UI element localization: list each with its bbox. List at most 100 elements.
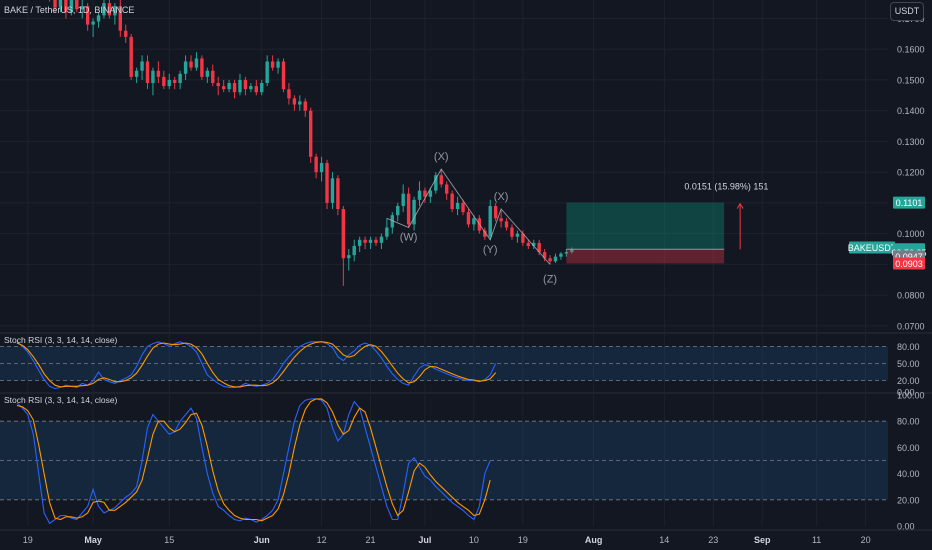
price-label: BAKEUSDT: [848, 243, 897, 253]
candle-body: [64, 0, 68, 13]
candle-body: [412, 199, 416, 225]
candle-body: [510, 227, 514, 237]
candle-body: [183, 61, 188, 74]
candle-body: [265, 61, 269, 83]
candle-body: [69, 0, 74, 13]
price-tick-label: 0.0800: [897, 291, 925, 301]
stoch-tick-label: 80.00: [897, 342, 920, 352]
candle-body: [173, 79, 177, 83]
time-tick-label: 11: [812, 535, 821, 545]
currency-button[interactable]: USDT: [890, 2, 924, 21]
candle-body: [156, 70, 161, 77]
candle-body: [537, 242, 541, 253]
candle-body: [221, 86, 226, 90]
candle-body: [276, 61, 280, 68]
candle-body: [401, 193, 405, 206]
time-tick-label: Aug: [585, 535, 603, 545]
price-label: 0.1101: [896, 198, 923, 208]
profit-zone: [566, 202, 725, 250]
candle-body: [292, 98, 297, 105]
candle-body: [439, 175, 443, 185]
target-arrow-head: [736, 202, 744, 209]
candle-body: [303, 101, 307, 111]
price-tick-label: 0.1500: [897, 75, 925, 85]
candle-body: [357, 239, 362, 246]
candle-body: [434, 175, 438, 191]
candle-body: [368, 239, 373, 243]
candle-body: [504, 221, 509, 228]
candle-body: [532, 242, 536, 246]
candle-body: [102, 3, 106, 16]
candle-body: [390, 215, 394, 228]
candle-body: [493, 205, 498, 219]
candle-body: [145, 61, 150, 83]
candle-body: [379, 236, 384, 243]
time-tick-label: 23: [708, 535, 718, 545]
candle-body: [472, 218, 476, 225]
long-position-tool[interactable]: [566, 202, 744, 264]
price-label-bg: [893, 257, 925, 270]
candle-body: [211, 70, 215, 83]
candle-body: [417, 190, 422, 200]
candle-body: [91, 21, 95, 25]
wave-label: (Y): [483, 244, 498, 256]
time-tick-label: Jun: [254, 535, 270, 545]
price-tick-label: 0.1300: [897, 137, 925, 147]
candle-body: [309, 110, 313, 157]
wave-label: (W): [400, 231, 418, 243]
candle-body: [455, 202, 460, 210]
time-tick-label: Sep: [754, 535, 771, 545]
candle-body: [107, 3, 112, 16]
candle-body: [260, 83, 264, 93]
candle-body: [80, 6, 84, 10]
candle-body: [314, 156, 318, 173]
candlestick-series: [49, 0, 574, 286]
candle-body: [428, 190, 433, 197]
wave-label: (X): [494, 191, 509, 203]
candle-body: [270, 61, 275, 68]
candle-body: [396, 205, 400, 216]
stoch-tick-label: 0.00: [897, 522, 915, 532]
candle-body: [521, 233, 525, 243]
candle-body: [319, 162, 324, 173]
candle-body: [570, 249, 574, 253]
time-tick-label: 15: [164, 535, 174, 545]
candle-body: [363, 239, 367, 243]
position-label: 0.0151 (15.98%) 151: [684, 182, 768, 192]
candle-body: [194, 58, 199, 68]
candle-body: [249, 86, 253, 90]
price-tick-label: 0.1400: [897, 106, 925, 116]
chart-title: BAKE / TetherUS, 1D, BINANCE: [4, 5, 134, 15]
candle-body: [336, 178, 340, 210]
candle-body: [134, 70, 139, 77]
chart-texts: 0.0151 (15.98%) 151 (W) (X) (Y) (X) (Z) BAKE /…: [4, 5, 768, 405]
candle-body: [96, 15, 101, 22]
stoch-tick-label: 20.00: [897, 495, 920, 505]
candle-body: [499, 218, 503, 222]
price-tick-label: 0.1000: [897, 229, 925, 239]
candle-body: [483, 230, 487, 237]
price-tick-label: 0.1200: [897, 168, 925, 178]
candle-body: [559, 253, 563, 257]
wave-label: (X): [434, 151, 449, 163]
stoch-tick-label: 60.00: [897, 443, 920, 453]
stoch-tick-label: 40.00: [897, 469, 920, 479]
candle-body: [140, 61, 144, 71]
candle-body: [352, 245, 356, 256]
candle-body: [385, 227, 389, 237]
candle-body: [254, 86, 258, 93]
candle-body: [450, 193, 454, 210]
candle-body: [205, 70, 210, 77]
candle-body: [216, 83, 220, 87]
time-tick-label: 21: [366, 535, 376, 545]
candle-body: [232, 83, 237, 93]
wave-label: (Z): [543, 273, 557, 285]
candle-body: [548, 258, 552, 262]
wave-zigzag-line: [386, 168, 551, 265]
stoch-panel-title: Stoch RSI (3, 3, 14, 14, close): [4, 335, 118, 345]
time-tick-label: 20: [861, 535, 871, 545]
panel-backgrounds: [0, 345, 888, 501]
stoch-tick-label: 50.00: [897, 359, 920, 369]
price-label-bg: [893, 196, 925, 209]
